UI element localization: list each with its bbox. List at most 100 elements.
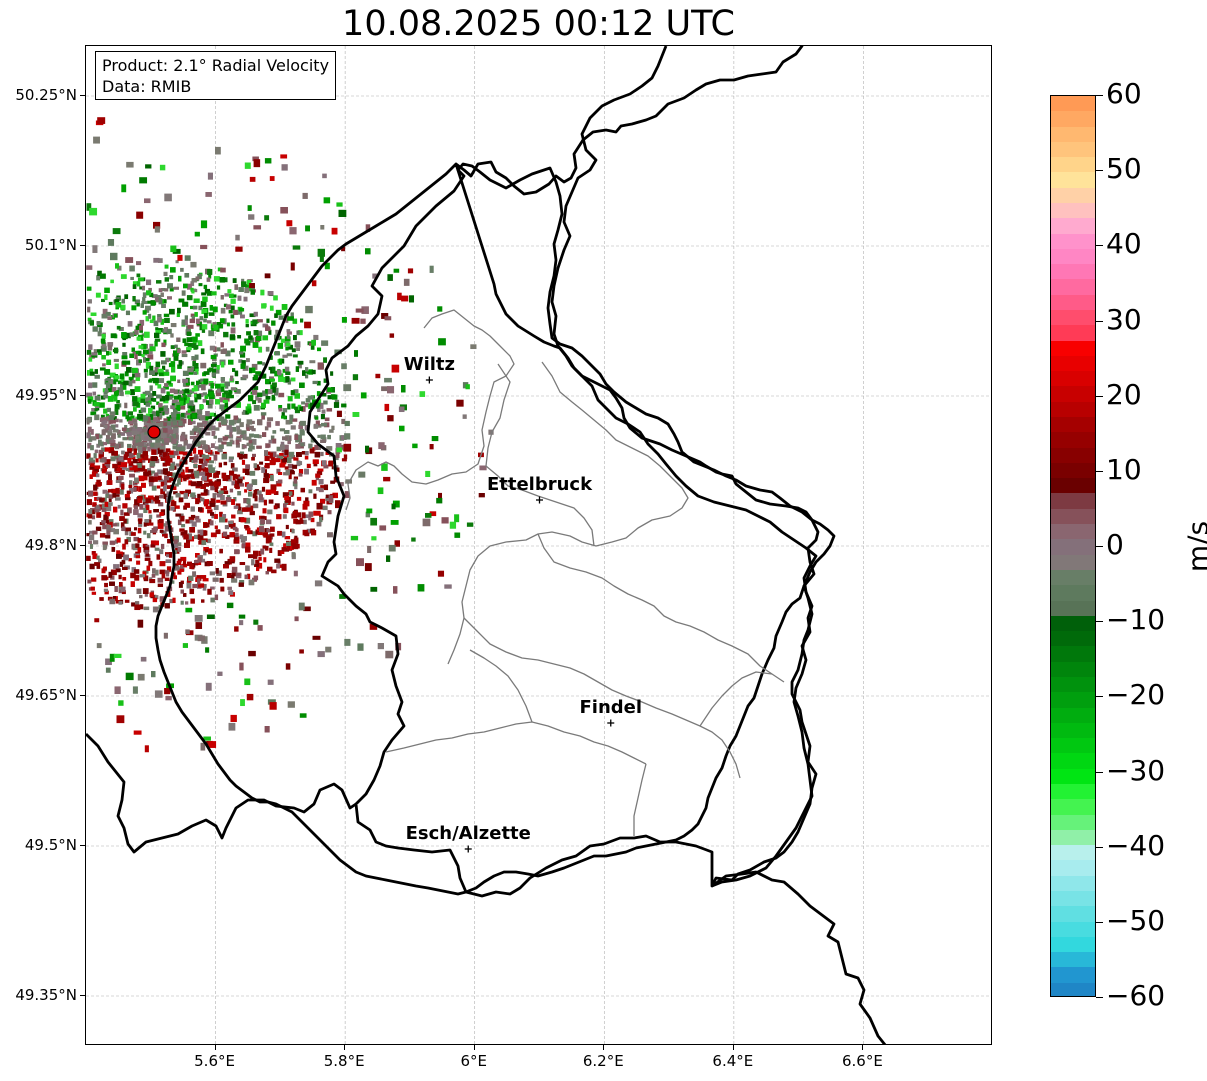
echo-cell: [149, 319, 154, 324]
echo-cell: [391, 503, 396, 510]
echo-cell: [92, 245, 98, 253]
echo-cell: [169, 308, 175, 315]
echo-cell: [200, 378, 207, 383]
echo-cell: [108, 571, 113, 578]
colorbar-segment: [1051, 141, 1095, 159]
echo-cell: [283, 503, 287, 508]
echo-cell: [327, 434, 331, 440]
echo-cell: [170, 433, 177, 439]
echo-cell: [341, 246, 346, 252]
echo-cell: [154, 296, 159, 303]
echo-cell: [97, 270, 102, 276]
echo-cell: [252, 400, 257, 405]
echo-cell: [157, 577, 164, 583]
echo-cell: [246, 484, 253, 490]
echo-cell: [327, 532, 333, 538]
colorbar-segment: [1051, 462, 1095, 480]
colorbar-segment: [1051, 478, 1095, 495]
echo-cell: [297, 519, 304, 524]
echo-cell: [106, 519, 112, 525]
echo-cell: [124, 402, 128, 409]
echo-cell: [118, 601, 123, 605]
echo-cell: [184, 388, 190, 394]
echo-cell: [140, 407, 147, 413]
echo-cell: [179, 450, 185, 455]
colorbar-segment: [1051, 264, 1095, 281]
echo-cell: [143, 420, 149, 426]
echo-cell: [131, 567, 136, 573]
echo-cell: [221, 441, 227, 445]
echo-cell: [316, 487, 321, 491]
echo-cell: [182, 400, 186, 406]
echo-cell: [239, 351, 244, 355]
product-label: Product: 2.1° Radial Velocity: [102, 56, 330, 75]
echo-cell: [247, 505, 254, 512]
y-tick-label: 49.8°N: [24, 536, 77, 554]
echo-cell: [138, 486, 142, 492]
echo-cell: [367, 545, 372, 553]
echo-cell: [456, 399, 464, 407]
echo-cell: [264, 476, 269, 482]
echo-cell: [276, 563, 280, 569]
echo-cell: [192, 305, 198, 310]
echo-cell: [132, 445, 137, 451]
echo-cell: [246, 693, 254, 701]
echo-cell: [336, 467, 340, 472]
echo-cell: [246, 358, 250, 363]
echo-cell: [151, 671, 156, 678]
echo-cell: [224, 402, 229, 408]
echo-cell: [175, 413, 181, 418]
colorbar-segment: [1051, 783, 1095, 801]
echo-cell: [90, 577, 97, 582]
colorbar-tick-label: 60: [1106, 77, 1142, 110]
echo-cell: [122, 577, 127, 581]
echo-cell: [157, 384, 162, 389]
echo-cell: [184, 315, 188, 321]
echo-cell: [164, 317, 170, 324]
echo-cell: [164, 533, 168, 539]
echo-cell: [126, 367, 132, 373]
echo-cell: [220, 586, 225, 592]
echo-cell: [137, 427, 143, 432]
echo-cell: [282, 354, 288, 358]
echo-cell: [193, 464, 198, 468]
echo-cell: [174, 565, 180, 571]
echo-cell: [293, 478, 298, 484]
echo-cell: [241, 459, 246, 465]
echo-cell: [142, 415, 149, 422]
echo-cell: [141, 482, 146, 488]
echo-cell: [113, 429, 119, 433]
echo-cell: [141, 285, 146, 291]
echo-cell: [183, 439, 188, 446]
city-marker: Esch/Alzette: [406, 823, 531, 853]
echo-cell: [180, 405, 186, 410]
echo-cell: [97, 331, 102, 337]
echo-cell: [320, 485, 325, 490]
echo-cell: [227, 289, 232, 294]
echo-cell: [304, 468, 309, 475]
echo-cell: [170, 345, 175, 349]
echo-cell: [246, 471, 253, 476]
echo-cell: [194, 354, 199, 360]
echo-cell: [105, 438, 112, 445]
echo-cell: [199, 316, 204, 321]
echo-cell: [125, 310, 131, 316]
echo-cell: [264, 545, 269, 551]
border-de-be: [550, 46, 818, 888]
echo-cell: [122, 342, 126, 347]
echo-cell: [120, 274, 127, 279]
echo-cell: [200, 575, 207, 579]
radar-map[interactable]: Wiltz Ettelbruck Findel Esch/Alzette Produc…: [85, 45, 992, 1045]
echo-cell: [371, 536, 377, 541]
echo-cell: [343, 443, 352, 452]
echo-cell: [185, 382, 191, 386]
echo-cell: [221, 418, 227, 425]
echo-cell: [267, 679, 274, 685]
echo-cell: [143, 368, 148, 373]
echo-cell: [293, 537, 299, 544]
echo-cell: [304, 321, 311, 329]
echo-cell: [289, 491, 293, 496]
echo-cell: [240, 377, 247, 381]
echo-cell: [173, 409, 178, 414]
echo-cell: [176, 312, 180, 318]
